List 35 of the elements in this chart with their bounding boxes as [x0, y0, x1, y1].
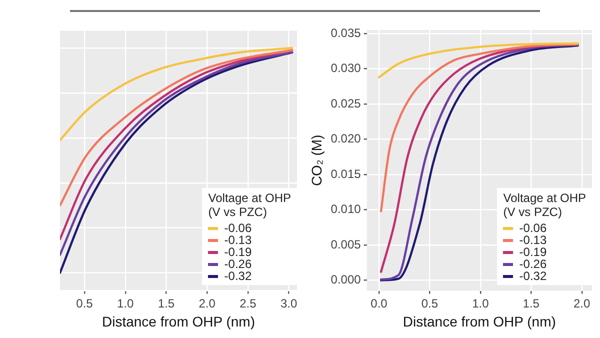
legend-label: -0.26 [519, 257, 547, 271]
y-tick-label: 0.020 [330, 132, 362, 146]
legend-label: -0.19 [224, 245, 252, 259]
legend-label: -0.26 [224, 257, 252, 271]
x-tick-label: 3.0 [280, 296, 298, 310]
x-axis-title: Distance from OHP (nm) [102, 313, 255, 330]
x-tick-label: 0.5 [76, 296, 94, 310]
legend-label: -0.19 [519, 245, 547, 259]
x-tick-label: 2.0 [574, 296, 591, 310]
x-tick-label: 1.0 [117, 296, 134, 310]
legend-label: -0.32 [519, 269, 547, 283]
y-axis-title: CO₂ (M) [308, 134, 324, 186]
legend-title: Voltage at OHP (V vs PZC) [503, 191, 586, 219]
y-tick-label: 0.015 [330, 166, 362, 181]
x-tick-label: 2.0 [198, 296, 216, 310]
legend-label: -0.13 [519, 233, 547, 247]
legend-label: -0.32 [224, 269, 252, 283]
y-tick-label: 0.030 [330, 61, 362, 76]
x-tick-label: 0.5 [421, 296, 438, 310]
legend-label: -0.06 [519, 221, 547, 235]
x-tick-label: 1.5 [158, 296, 175, 310]
x-tick-label: 1.5 [522, 296, 540, 310]
y-tick-label: 0.035 [330, 26, 362, 40]
y-tick-label: 0.025 [330, 96, 362, 110]
y-tick-label: 0.000 [330, 272, 362, 287]
legend-title: Voltage at OHP (V vs PZC) [208, 191, 291, 219]
legend-label: -0.13 [224, 233, 252, 247]
x-tick-label: 2.5 [240, 296, 257, 310]
x-tick-label: 0.0 [370, 296, 388, 310]
y-tick-label: 0.010 [330, 202, 362, 216]
x-tick-label: 1.0 [472, 296, 490, 310]
x-axis-title: Distance from OHP (nm) [402, 313, 556, 330]
line-series [378, 42, 579, 78]
y-tick-label: 0.005 [330, 237, 362, 252]
legend-label: -0.06 [224, 221, 252, 235]
